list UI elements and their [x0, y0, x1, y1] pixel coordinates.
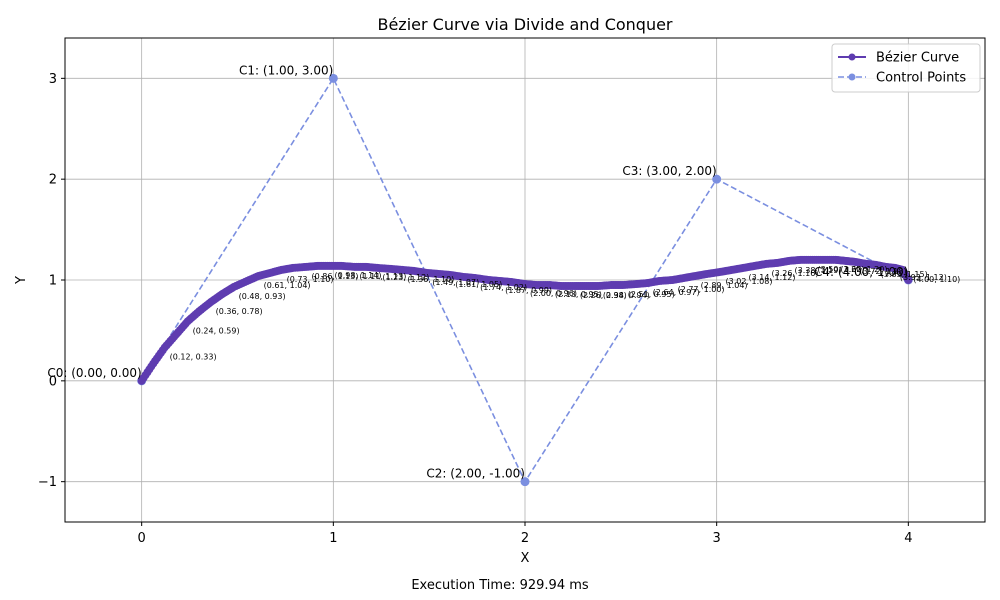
point-annotation: (3.02, 1.08): [726, 277, 773, 286]
point-annotation: (2.89, 1.04): [701, 281, 748, 290]
y-tick-label: 3: [49, 72, 57, 87]
y-tick-label: 2: [49, 173, 57, 188]
control-point-labels-layer: C0: (0.00, 0.00) C1: (1.00, 3.00) C2: (2.0…: [47, 63, 908, 480]
legend: Bézier Curve Control Points: [831, 43, 981, 93]
point-annotation: (1.36, 1.10): [407, 275, 454, 284]
control-point-label: C1: (1.00, 3.00): [239, 63, 333, 77]
y-tick-label: 1: [49, 274, 57, 289]
bezier-curve-point: [904, 276, 913, 284]
point-annotation: (1.11, 1.13): [359, 272, 406, 281]
grid: [65, 38, 985, 522]
point-annotation: (3.38, 1.19): [795, 266, 842, 275]
point-annotation: (0.61, 1.04): [264, 281, 311, 290]
point-annotation: (2.38, 0.94): [603, 291, 650, 300]
point-annotation: (0.48, 0.93): [239, 292, 286, 301]
legend-label-control-points: Control Points: [876, 71, 966, 86]
x-tick-label: 3: [713, 531, 721, 546]
point-annotation: (3.50, 1.20): [818, 265, 865, 274]
point-annotation: (0.98, 1.14): [335, 271, 382, 280]
legend-control-marker: [848, 73, 856, 81]
point-annotation: (4.00, 1.10): [913, 275, 960, 284]
point-annotation: (2.00, 0.96): [530, 289, 577, 298]
x-tick-label: 0: [138, 531, 146, 546]
control-point-label: C0: (0.00, 0.00): [47, 366, 141, 380]
point-annotation: (0.36, 0.78): [216, 307, 263, 316]
point-annotation: (3.72, 1.18): [860, 267, 907, 276]
point-annotation: (2.26, 0.94): [580, 291, 627, 300]
execution-time-text: Execution Time: 929.94 ms: [411, 578, 589, 593]
y-axis-ticks: −1 0 1 2 3: [38, 72, 65, 490]
x-tick-label: 2: [521, 531, 529, 546]
bezier-chart: Bézier Curve via Divide and Conquer (0.1…: [14, 15, 986, 566]
control-point: [328, 73, 338, 83]
y-tick-label: −1: [38, 475, 57, 490]
point-annotation: (0.86, 1.13): [312, 272, 359, 281]
point-annotation: (1.87, 0.99): [505, 286, 552, 295]
x-tick-label: 4: [904, 531, 912, 546]
point-annotation: (2.64, 0.97): [653, 288, 700, 297]
point-annotation: (1.74, 1.02): [480, 283, 527, 292]
point-annotation: (3.83, 1.15): [881, 270, 928, 279]
bezier-curve-layer: [137, 255, 913, 385]
point-annotation: (2.51, 0.95): [628, 290, 675, 299]
point-annotation: (3.14, 1.12): [749, 273, 796, 282]
point-annotation: (3.93, 1.12): [900, 273, 947, 282]
control-point: [520, 477, 530, 487]
x-axis-ticks: 0 1 2 3 4: [138, 522, 912, 546]
control-point: [712, 174, 722, 184]
legend-box: [831, 43, 981, 93]
control-point-label: C3: (3.00, 2.00): [622, 164, 716, 178]
control-point-label: C4: (4.00, 1.00): [814, 265, 908, 279]
point-annotation: (1.49, 1.07): [432, 278, 479, 287]
point-annotation: (1.61, 1.05): [455, 280, 502, 289]
legend-curve-marker: [848, 53, 856, 61]
y-tick-label: 0: [49, 374, 57, 389]
point-annotation: (0.12, 0.33): [170, 353, 217, 362]
y-axis-label: Y: [14, 276, 29, 285]
point-annotations-layer: (0.12, 0.33) (0.24, 0.59) (0.36, 0.78) (0.4…: [170, 265, 961, 362]
point-annotation: (0.73, 1.10): [287, 275, 334, 284]
point-annotation: (3.26, 1.16): [772, 269, 819, 278]
chart-title: Bézier Curve via Divide and Conquer: [377, 15, 672, 34]
control-point-label: C2: (2.00, -1.00): [426, 467, 525, 481]
point-annotation: (0.24, 0.59): [193, 326, 240, 335]
point-annotation: (2.77, 1.00): [678, 285, 725, 294]
point-annotation: (1.23, 1.12): [382, 273, 429, 282]
x-axis-label: X: [521, 551, 530, 566]
point-annotation: (2.13, 0.95): [555, 290, 602, 299]
x-tick-label: 1: [329, 531, 337, 546]
point-annotation: (3.62, 1.20): [841, 265, 888, 274]
legend-label-bezier-curve: Bézier Curve: [876, 51, 959, 66]
